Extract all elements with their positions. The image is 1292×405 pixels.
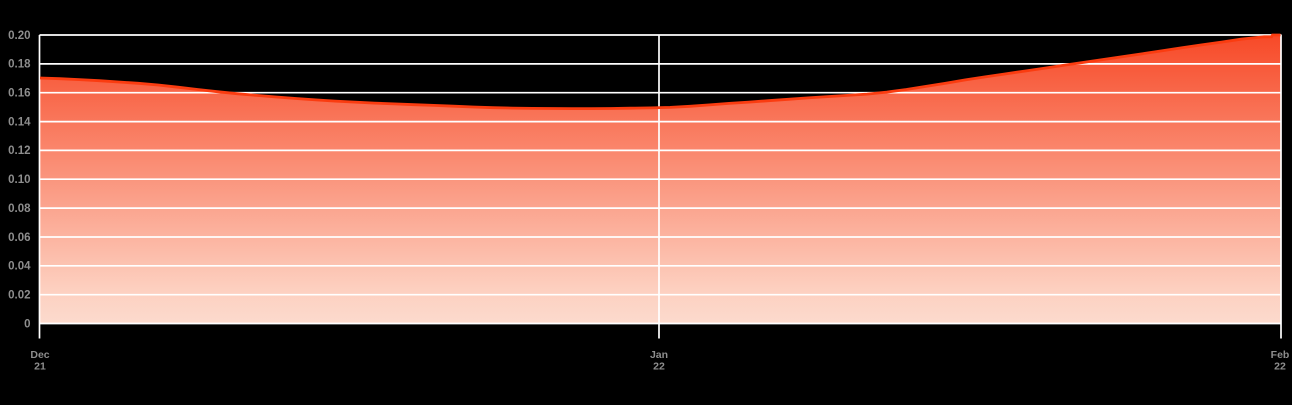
svg-text:0.08: 0.08 bbox=[8, 203, 31, 215]
svg-text:Feb: Feb bbox=[1271, 349, 1290, 361]
svg-text:0.16: 0.16 bbox=[8, 88, 30, 100]
svg-text:0: 0 bbox=[24, 318, 30, 330]
svg-text:0.06: 0.06 bbox=[8, 232, 30, 244]
svg-text:0.20: 0.20 bbox=[8, 30, 30, 42]
svg-text:0.12: 0.12 bbox=[8, 145, 30, 157]
svg-text:0.10: 0.10 bbox=[8, 174, 30, 186]
svg-text:22: 22 bbox=[1274, 361, 1286, 373]
svg-text:Dec: Dec bbox=[30, 349, 49, 361]
svg-text:22: 22 bbox=[653, 361, 665, 373]
svg-text:Jan: Jan bbox=[650, 349, 668, 361]
svg-text:21: 21 bbox=[34, 361, 46, 373]
svg-text:0.04: 0.04 bbox=[8, 261, 31, 273]
svg-text:0.14: 0.14 bbox=[8, 116, 31, 128]
svg-text:0.02: 0.02 bbox=[8, 290, 30, 302]
svg-text:0.18: 0.18 bbox=[8, 59, 31, 71]
